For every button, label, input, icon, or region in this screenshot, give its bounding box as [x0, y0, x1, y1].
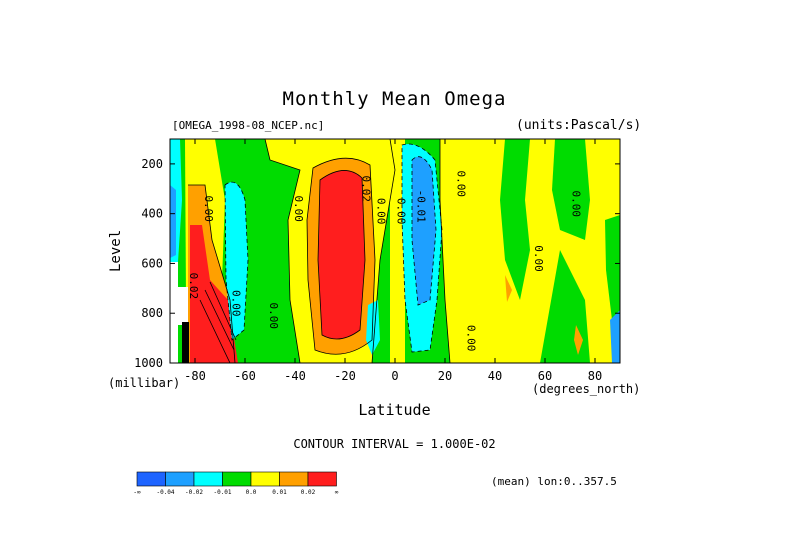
spot-cyan-1	[366, 300, 380, 355]
longitude-note: (mean) lon:0..357.5	[491, 475, 617, 488]
legend-level-label: -0.04	[156, 489, 174, 496]
band-yellow-equator	[390, 139, 405, 363]
x-axis-title: Latitude	[358, 401, 431, 419]
band-blue-edge	[170, 185, 176, 258]
contour-label: 0.02	[360, 176, 373, 203]
legend-swatch	[193, 471, 223, 487]
contour-label: -0.01	[415, 190, 428, 223]
spot-blue-edge	[610, 310, 620, 363]
x-tick-label: 40	[488, 369, 502, 383]
contour-label: 0.00	[532, 245, 545, 272]
contour-label: 0.00	[375, 198, 388, 225]
legend-level-label: 0.02	[301, 489, 316, 496]
x-tick-label: 80	[588, 369, 602, 383]
contour-label: 0.00	[267, 302, 280, 329]
dataset-name: [OMEGA_1998-08_NCEP.nc]	[172, 119, 325, 132]
contour-label: 0.00	[570, 190, 583, 217]
x-tick-label: -40	[284, 369, 306, 383]
contour-label: 0.00	[292, 195, 305, 222]
legend-level-label: 0.01	[272, 489, 287, 496]
legend-level-label: ∞	[335, 489, 339, 496]
contour-value-labels: 0.020.000.00 0.000.000.020.00 0.00 -0.010.0…	[187, 171, 583, 352]
color-legend: -∞ -0.04 -0.02 -0.01 0.0 0.01 0.02 ∞	[133, 471, 339, 496]
legend-swatch	[307, 471, 337, 487]
y-tick-label: 600	[141, 256, 163, 270]
y-tick-label: 400	[141, 207, 163, 221]
x-tick-label: -60	[234, 369, 256, 383]
chart-title: Monthly Mean Omega	[282, 88, 507, 110]
axes: -80 -60 -40 -20 0 20 40 60 80 200 400 600 800 1000	[134, 139, 620, 383]
spot-orange-1	[505, 275, 512, 302]
band-green-north-inset-2	[552, 139, 590, 240]
contour-lines	[188, 139, 451, 363]
band-green-edge	[605, 215, 620, 340]
x-tick-label: -80	[184, 369, 206, 383]
legend-level-label: -0.02	[185, 489, 203, 496]
legend-swatch	[250, 471, 280, 487]
band-red-polar	[190, 225, 238, 363]
band-green-north-inset	[500, 139, 530, 300]
legend-level-label: -0.01	[213, 489, 231, 496]
contour-label: 0.00	[465, 325, 478, 352]
x-tick-label: 0	[391, 369, 398, 383]
missing-data	[170, 262, 178, 363]
band-red-south-max	[318, 170, 365, 339]
y-axis-unit: (millibar)	[108, 376, 181, 390]
legend-level-label: 0.0	[246, 489, 257, 496]
contour-label: 0.00	[202, 195, 215, 222]
band-cyan-south	[225, 182, 248, 340]
missing-data-2	[178, 287, 188, 325]
legend-swatch	[222, 471, 252, 487]
legend-swatch	[279, 471, 309, 487]
contour-interval: CONTOUR INTERVAL = 1.000E-02	[293, 437, 496, 451]
y-tick-label: 200	[141, 157, 163, 171]
contour-label: 0.00	[230, 290, 243, 317]
legend-swatch	[165, 471, 195, 487]
terrain-mask	[182, 322, 189, 363]
units-label: (units:Pascal/s)	[516, 118, 642, 133]
x-tick-label: 20	[438, 369, 452, 383]
contour-label: 0.00	[455, 171, 468, 198]
contour-fills	[170, 139, 620, 363]
legend-swatch	[136, 471, 166, 487]
y-axis-title: Level	[108, 229, 124, 272]
legend-level-label: -∞	[133, 489, 141, 496]
x-axis-unit: (degrees_north)	[532, 382, 641, 396]
y-tick-label: 1000	[134, 356, 163, 370]
x-tick-label: -20	[334, 369, 356, 383]
contour-label: 0.00	[395, 198, 408, 225]
spot-orange-2	[574, 325, 583, 355]
band-blue-north	[412, 156, 436, 305]
contour-label: 0.02	[187, 273, 200, 300]
x-tick-label: 60	[538, 369, 552, 383]
y-tick-label: 800	[141, 306, 163, 320]
